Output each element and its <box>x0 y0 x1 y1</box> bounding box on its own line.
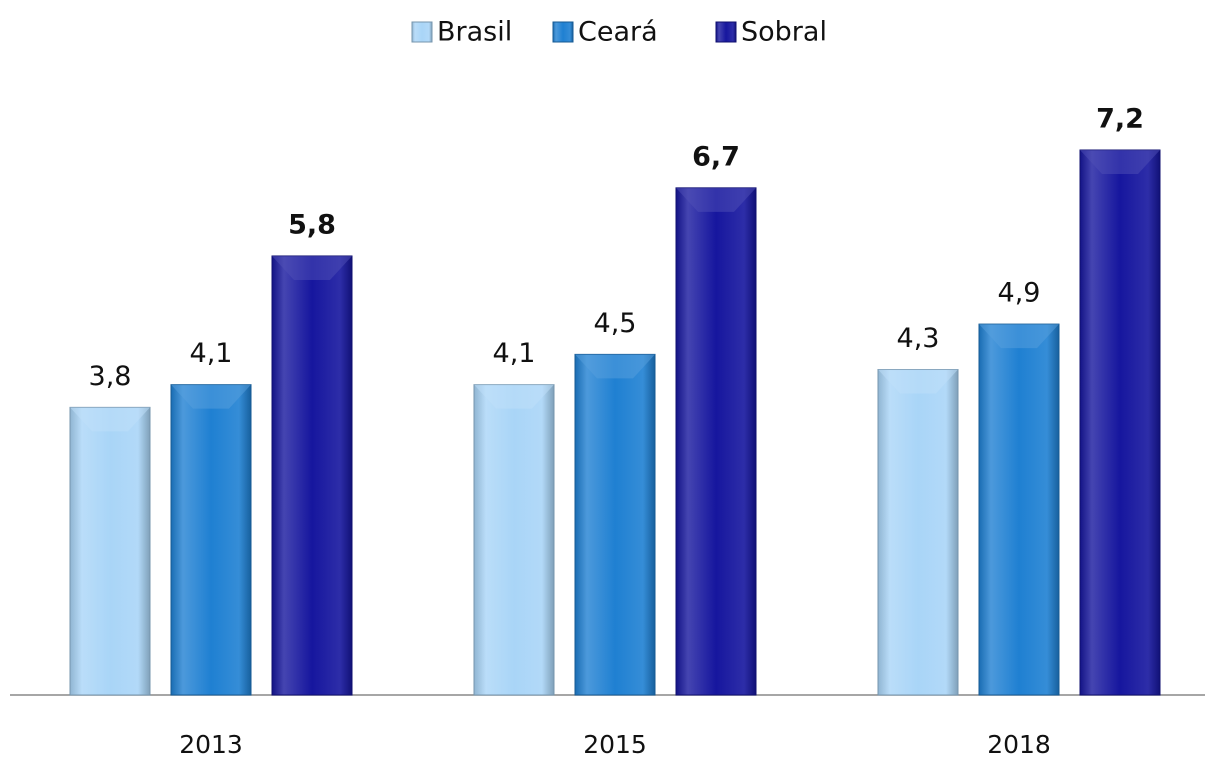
bar-bevel <box>575 354 655 379</box>
bar-bevel <box>979 324 1059 349</box>
value-label: 4,1 <box>190 338 233 369</box>
value-label: 4,9 <box>998 278 1041 309</box>
value-label: 3,8 <box>89 361 132 392</box>
value-label: 4,1 <box>493 338 536 369</box>
bar <box>1079 149 1161 696</box>
bar-bevel <box>272 255 352 280</box>
bar-bevel <box>878 369 958 394</box>
legend-label: Sobral <box>741 17 827 48</box>
bar <box>877 369 959 696</box>
bar-bevel <box>474 384 554 409</box>
legend-label: Brasil <box>437 17 512 48</box>
legend-swatch <box>552 21 574 43</box>
bar-bevel <box>171 384 251 409</box>
bar-bevel <box>1080 150 1160 174</box>
bar <box>473 384 555 696</box>
bar <box>574 353 656 696</box>
bar <box>271 255 353 696</box>
value-label: 4,5 <box>594 308 637 339</box>
x-tick-label: 2015 <box>583 730 647 759</box>
value-label: 7,2 <box>1096 104 1144 135</box>
x-tick-label: 2018 <box>987 730 1051 759</box>
value-label: 4,3 <box>897 323 940 354</box>
value-label: 5,8 <box>288 209 336 240</box>
legend-label: Ceará <box>578 17 658 48</box>
bar-bevel <box>70 407 150 432</box>
legend-swatch <box>715 21 737 43</box>
bar <box>675 187 757 696</box>
value-label: 6,7 <box>692 141 740 172</box>
bar-bevel <box>676 187 756 212</box>
x-tick-label: 2013 <box>179 730 243 759</box>
bar <box>69 406 151 696</box>
bar <box>978 323 1060 696</box>
legend-swatch <box>411 21 433 43</box>
bar <box>170 384 252 696</box>
